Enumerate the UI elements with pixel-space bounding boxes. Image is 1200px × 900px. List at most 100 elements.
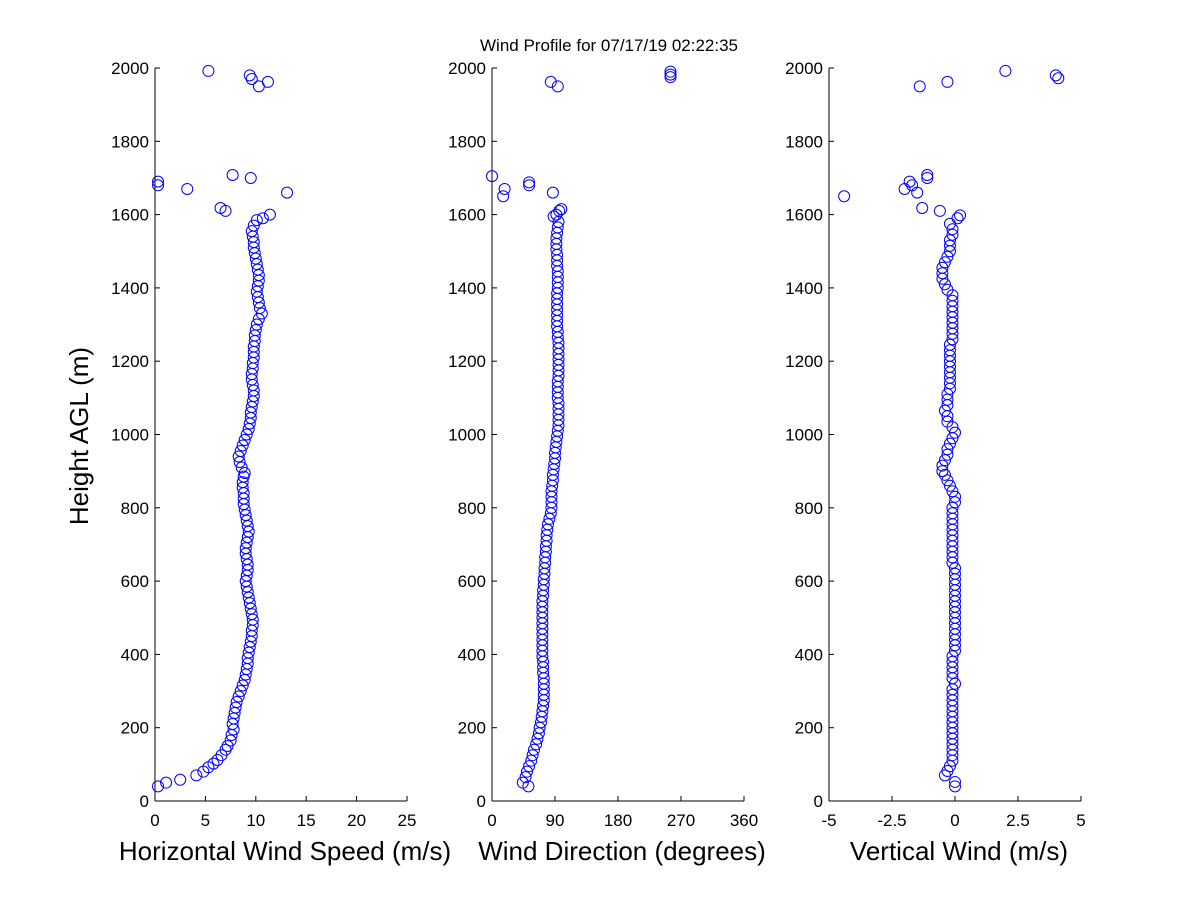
data-point xyxy=(249,324,262,337)
data-point xyxy=(941,448,954,461)
data-point xyxy=(941,250,954,263)
data-point xyxy=(946,655,959,668)
data-point xyxy=(181,182,194,195)
data-point xyxy=(207,757,220,770)
data-point xyxy=(523,760,536,773)
y-tick-label: 600 xyxy=(458,572,486,591)
data-point xyxy=(152,179,165,192)
data-point xyxy=(525,754,538,767)
y-tick-label: 1400 xyxy=(111,279,149,298)
x-tick-label: -5 xyxy=(821,811,836,830)
data-point xyxy=(244,171,257,184)
figure-title: Wind Profile for 07/17/19 02:22:35 xyxy=(480,36,738,55)
data-point xyxy=(256,212,269,225)
data-point xyxy=(938,454,951,467)
data-point xyxy=(941,75,954,88)
y-tick-label: 200 xyxy=(121,719,149,738)
data-point xyxy=(526,749,539,762)
data-point xyxy=(664,68,677,81)
y-tick-label: 800 xyxy=(121,499,149,518)
y-tick-label: 800 xyxy=(458,499,486,518)
data-point xyxy=(160,776,173,789)
y-tick-label: 2000 xyxy=(448,59,486,78)
data-point xyxy=(235,461,248,474)
data-point xyxy=(226,169,239,182)
data-point xyxy=(949,567,961,580)
data-point xyxy=(838,190,851,203)
data-point xyxy=(152,175,165,188)
data-point xyxy=(954,209,967,222)
data-point xyxy=(232,690,245,703)
y-tick-label: 2000 xyxy=(111,59,149,78)
x-tick-label: 5 xyxy=(1076,811,1085,830)
data-point xyxy=(174,773,187,786)
data-point xyxy=(946,650,959,663)
x-tick-label: 360 xyxy=(730,811,758,830)
x-axis-label: Horizontal Wind Speed (m/s) xyxy=(119,836,451,866)
data-point xyxy=(941,388,954,401)
data-point xyxy=(240,428,253,441)
data-point xyxy=(542,518,554,531)
data-point xyxy=(943,479,956,492)
data-point xyxy=(238,433,251,446)
y-tick-label: 600 xyxy=(795,572,823,591)
y-tick-label: 1000 xyxy=(785,426,823,445)
data-point xyxy=(936,267,949,280)
data-point xyxy=(546,186,559,199)
data-point xyxy=(219,204,232,217)
data-point xyxy=(245,225,258,238)
y-tick-label: 200 xyxy=(795,719,823,738)
data-point xyxy=(921,169,934,182)
data-point xyxy=(250,318,263,331)
data-point xyxy=(943,760,956,773)
data-point xyxy=(528,743,540,756)
data-point xyxy=(943,239,956,252)
data-point xyxy=(903,175,916,188)
data-point xyxy=(946,223,959,236)
y-tick-label: 1600 xyxy=(448,206,486,225)
data-point xyxy=(906,179,919,192)
data-point xyxy=(664,71,677,84)
data-point xyxy=(943,344,956,357)
data-point xyxy=(913,80,926,93)
y-tick-label: 1200 xyxy=(448,352,486,371)
y-tick-label: 1400 xyxy=(448,279,486,298)
x-tick-label: 90 xyxy=(546,811,565,830)
x-axis-label: Wind Direction (degrees) xyxy=(478,836,766,866)
data-point xyxy=(949,775,961,788)
data-point xyxy=(497,190,510,203)
y-tick-label: 1000 xyxy=(448,426,486,445)
data-point xyxy=(933,204,946,217)
data-point xyxy=(936,261,949,274)
data-point xyxy=(949,677,961,690)
y-tick-label: 1600 xyxy=(785,206,823,225)
data-point xyxy=(498,182,511,195)
y-tick-label: 1400 xyxy=(785,279,823,298)
y-tick-label: 1000 xyxy=(111,426,149,445)
data-point xyxy=(941,283,954,296)
data-point xyxy=(949,780,961,793)
data-point xyxy=(946,294,959,307)
data-point xyxy=(234,444,247,457)
y-tick-label: 1200 xyxy=(785,352,823,371)
x-tick-label: 25 xyxy=(398,811,417,830)
data-point xyxy=(936,459,949,472)
y-tick-label: 0 xyxy=(477,792,486,811)
x-tick-label: 0 xyxy=(950,811,959,830)
y-tick-label: 400 xyxy=(458,645,486,664)
data-point xyxy=(516,776,529,789)
data-point xyxy=(230,696,243,709)
panel-vertical-wind: 0 200 400 600 800 1000 1200 1400 1600 1800 2000 -5 -… xyxy=(785,59,1086,866)
data-point xyxy=(521,765,533,778)
y-tick-label: 1200 xyxy=(111,352,149,371)
data-point xyxy=(946,688,959,701)
y-axis-label: Height AGL (m) xyxy=(64,347,94,525)
data-point xyxy=(951,212,964,225)
data-point xyxy=(224,734,237,747)
data-point xyxy=(551,80,564,93)
x-tick-label: 2.5 xyxy=(1006,811,1030,830)
data-point xyxy=(523,176,536,189)
x-tick-label: 180 xyxy=(604,811,632,830)
data-point xyxy=(555,203,568,216)
